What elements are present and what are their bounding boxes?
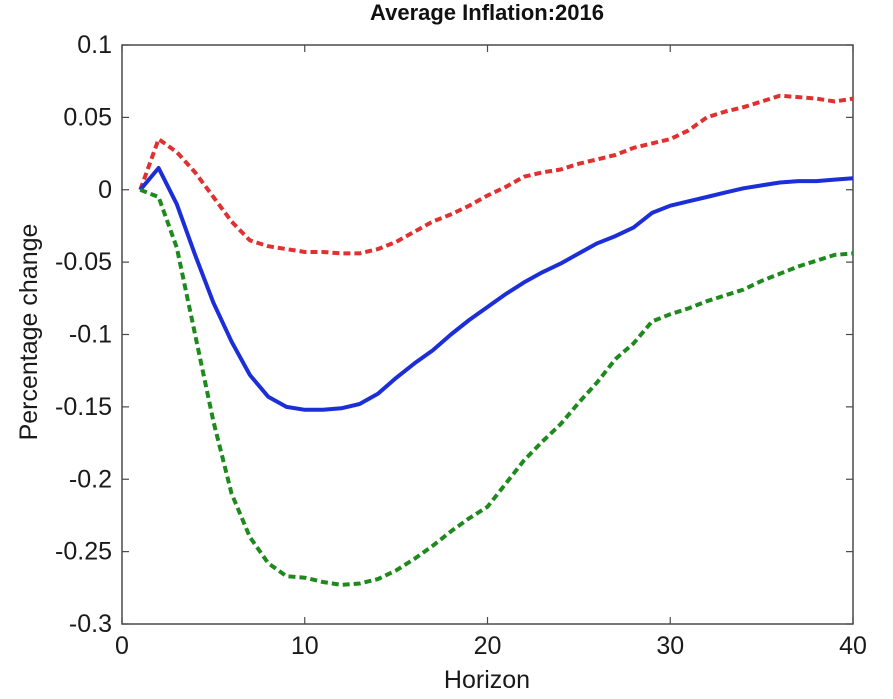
y-tick-label: -0.2 <box>69 465 112 493</box>
series-line-3 <box>139 187 854 587</box>
x-tick-label: 40 <box>839 632 867 660</box>
y-tick-label: -0.1 <box>69 321 112 349</box>
chart-title: Average Inflation:2016 <box>370 0 604 25</box>
y-axis-title: Percentage change <box>15 224 43 441</box>
x-tick-label: 30 <box>656 632 684 660</box>
series-lines <box>138 93 854 587</box>
x-tick-label: 10 <box>291 632 319 660</box>
x-tick-label: 20 <box>474 632 502 660</box>
y-tick-label: 0.1 <box>77 31 112 59</box>
plot-area-frame <box>121 44 854 625</box>
y-tick-label: 0 <box>98 176 112 204</box>
axis-ticks: 0 10 20 30 40 0.1 0.05 0 -0.05 -0.1 -0.15 -0.2 -0.25… <box>55 31 867 660</box>
y-tick-label: -0.25 <box>55 538 112 566</box>
y-tick-label: -0.05 <box>55 248 112 276</box>
series-line-1 <box>138 93 854 256</box>
x-tick-label: 0 <box>115 632 129 660</box>
series-line-2 <box>138 166 854 412</box>
y-tick-label: -0.3 <box>69 610 112 638</box>
y-tick-label: 0.05 <box>63 103 112 131</box>
x-axis-title: Horizon <box>444 666 530 694</box>
y-tick-label: -0.15 <box>55 393 112 421</box>
